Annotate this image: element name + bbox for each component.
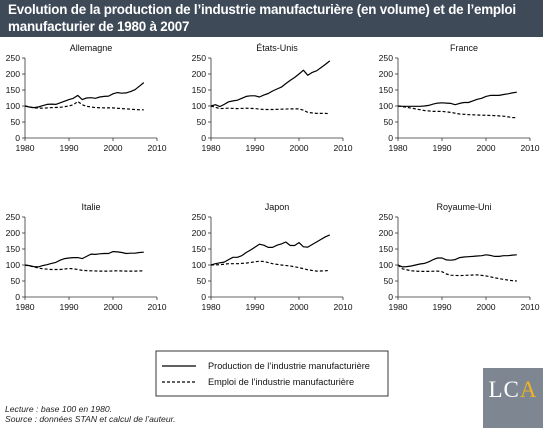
chart-etats-unis: États-Unis 0 50 100 150 200 250 1980 1990 2000 201… xyxy=(192,43,353,153)
y-tick-label-allemagne-200: 200 xyxy=(6,69,21,79)
y-tick-label-royaume-uni-50: 50 xyxy=(383,276,393,286)
y-tick-label-italie-100: 100 xyxy=(6,260,21,270)
lca-logo: LCA xyxy=(483,368,543,428)
series-line-emploi-royaume-uni xyxy=(397,264,517,282)
logo-text: LC xyxy=(488,377,520,402)
y-tick-label-royaume-uni-250: 250 xyxy=(379,212,394,222)
y-tick-label-etats-unis-200: 200 xyxy=(192,69,207,79)
chart-title-italie: Italie xyxy=(81,202,100,212)
y-tick-label-france-50: 50 xyxy=(383,117,393,127)
y-tick-label-japon-250: 250 xyxy=(192,212,207,222)
y-tick-label-japon-200: 200 xyxy=(192,228,207,238)
y-tick-label-italie-200: 200 xyxy=(6,228,21,238)
x-tick-label-france-2010: 2010 xyxy=(520,143,539,153)
chart-italie: Italie 0 50 100 150 200 250 1980 1990 2000 2010 xyxy=(6,202,167,312)
chart-title-allemagne: Allemagne xyxy=(70,43,113,53)
series-line-production-japon xyxy=(210,234,331,266)
x-tick-label-etats-unis-1980: 1980 xyxy=(201,143,220,153)
y-tick-label-allemagne-100: 100 xyxy=(6,101,21,111)
legend-label-production: Production de l’industrie manufacturière xyxy=(208,361,370,371)
chart-royaume-uni: Royaume-Uni 0 50 100 150 200 250 1980 1990 2000 20… xyxy=(379,202,540,312)
y-tick-label-france-200: 200 xyxy=(379,69,394,79)
x-tick-label-allemagne-2010: 2010 xyxy=(147,143,166,153)
series-line-production-etats-unis xyxy=(210,60,331,108)
x-tick-label-royaume-uni-2010: 2010 xyxy=(520,302,539,312)
x-tick-label-allemagne-1980: 1980 xyxy=(15,143,34,153)
x-tick-label-japon-1980: 1980 xyxy=(201,302,220,312)
y-tick-label-etats-unis-100: 100 xyxy=(192,101,207,111)
y-tick-label-italie-50: 50 xyxy=(10,276,20,286)
y-tick-label-italie-250: 250 xyxy=(6,212,21,222)
x-tick-label-france-1980: 1980 xyxy=(388,143,407,153)
x-tick-label-japon-1990: 1990 xyxy=(245,302,264,312)
y-tick-label-france-0: 0 xyxy=(388,133,393,143)
series-line-emploi-france xyxy=(397,105,517,119)
x-tick-label-etats-unis-1990: 1990 xyxy=(245,143,264,153)
y-tick-label-royaume-uni-150: 150 xyxy=(379,244,394,254)
chart-title-france: France xyxy=(450,43,478,53)
x-tick-label-france-1990: 1990 xyxy=(432,143,451,153)
y-tick-label-allemagne-150: 150 xyxy=(6,85,21,95)
title-banner: Evolution de la production de l’industri… xyxy=(0,0,543,37)
y-tick-label-japon-50: 50 xyxy=(196,276,206,286)
x-tick-label-italie-2010: 2010 xyxy=(147,302,166,312)
x-tick-label-royaume-uni-2000: 2000 xyxy=(476,302,495,312)
y-tick-label-etats-unis-150: 150 xyxy=(192,85,207,95)
x-tick-label-etats-unis-2000: 2000 xyxy=(289,143,308,153)
y-tick-label-royaume-uni-0: 0 xyxy=(388,292,393,302)
figure-title: Evolution de la production de l’industri… xyxy=(8,2,516,34)
series-line-production-royaume-uni xyxy=(397,254,517,268)
chart-allemagne: Allemagne 0 50 100 150 200 250 1980 1990 2000 2010 xyxy=(6,43,167,153)
y-tick-label-france-150: 150 xyxy=(379,85,394,95)
legend: Production de l’industrie manufacturière… xyxy=(155,350,389,397)
footnotes: Lecture : base 100 en 1980. Source : don… xyxy=(5,404,176,424)
x-tick-label-france-2000: 2000 xyxy=(476,143,495,153)
y-tick-label-etats-unis-250: 250 xyxy=(192,53,207,63)
series-line-emploi-japon xyxy=(210,260,330,272)
logo-accent-letter: A xyxy=(519,377,538,402)
y-tick-label-japon-100: 100 xyxy=(192,260,207,270)
y-tick-label-japon-0: 0 xyxy=(201,292,206,302)
y-tick-label-france-250: 250 xyxy=(379,53,394,63)
series-line-production-france xyxy=(397,91,517,107)
series-line-emploi-allemagne xyxy=(24,100,144,111)
y-tick-label-allemagne-50: 50 xyxy=(10,117,20,127)
legend-label-emploi: Emploi de l’industrie manufacturière xyxy=(208,377,354,387)
series-line-production-italie xyxy=(24,251,144,268)
x-tick-label-italie-1990: 1990 xyxy=(59,302,78,312)
series-line-production-allemagne xyxy=(24,82,145,109)
y-tick-label-royaume-uni-200: 200 xyxy=(379,228,394,238)
y-tick-label-allemagne-250: 250 xyxy=(6,53,21,63)
x-tick-label-italie-2000: 2000 xyxy=(103,302,122,312)
chart-title-japon: Japon xyxy=(265,202,290,212)
x-tick-label-allemagne-1990: 1990 xyxy=(59,143,78,153)
x-tick-label-royaume-uni-1980: 1980 xyxy=(388,302,407,312)
y-tick-label-royaume-uni-100: 100 xyxy=(379,260,394,270)
series-line-emploi-italie xyxy=(24,264,144,272)
chart-title-royaume-uni: Royaume-Uni xyxy=(436,202,491,212)
chart-france: France 0 50 100 150 200 250 1980 1990 2000 2010 xyxy=(379,43,540,153)
chart-japon: Japon 0 50 100 150 200 250 1980 1990 2000 2010 xyxy=(192,202,353,312)
y-tick-label-italie-0: 0 xyxy=(15,292,20,302)
y-tick-label-etats-unis-50: 50 xyxy=(196,117,206,127)
x-tick-label-japon-2010: 2010 xyxy=(333,302,352,312)
series-line-emploi-etats-unis xyxy=(210,105,330,115)
x-tick-label-etats-unis-2010: 2010 xyxy=(333,143,352,153)
y-tick-label-france-100: 100 xyxy=(379,101,394,111)
logo-wordmark: LCA xyxy=(483,377,543,403)
y-tick-label-japon-150: 150 xyxy=(192,244,207,254)
x-tick-label-italie-1980: 1980 xyxy=(15,302,34,312)
legend-frame xyxy=(155,350,389,397)
x-tick-label-royaume-uni-1990: 1990 xyxy=(432,302,451,312)
note-source: Source : données STAN et calcul de l’aut… xyxy=(5,414,176,424)
chart-title-etats-unis: États-Unis xyxy=(256,43,298,53)
y-tick-label-etats-unis-0: 0 xyxy=(201,133,206,143)
y-tick-label-italie-150: 150 xyxy=(6,244,21,254)
x-tick-label-allemagne-2000: 2000 xyxy=(103,143,122,153)
y-tick-label-allemagne-0: 0 xyxy=(15,133,20,143)
note-lecture: Lecture : base 100 en 1980. xyxy=(5,404,113,414)
x-tick-label-japon-2000: 2000 xyxy=(289,302,308,312)
